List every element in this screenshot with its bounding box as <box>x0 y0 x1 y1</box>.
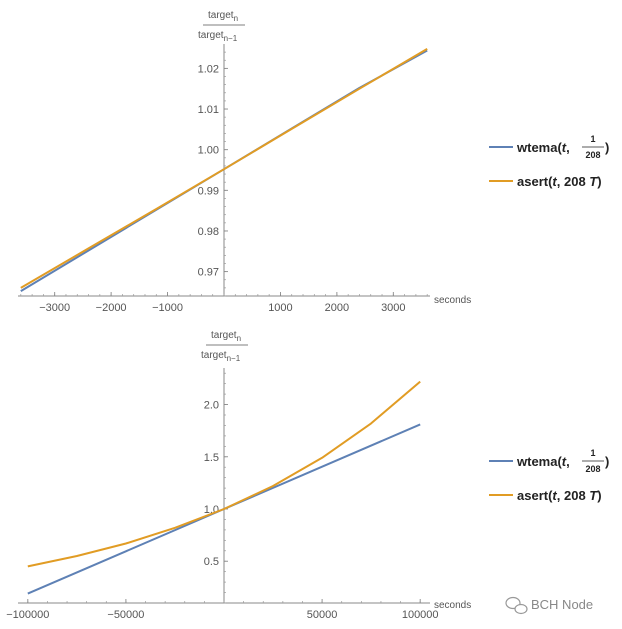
x-tick-label: 1000 <box>268 302 292 314</box>
legend-close-paren: ) <box>605 454 609 469</box>
legend-fraction-num: 1 <box>590 134 595 144</box>
watermark-text: BCH Node <box>531 597 593 612</box>
x-axis-label: seconds <box>434 295 471 306</box>
y-tick-label: 2.0 <box>204 400 219 412</box>
y-label-numerator: targetn <box>211 330 241 343</box>
y-tick-label: 1.00 <box>198 145 219 157</box>
series-line-asert <box>20 48 428 289</box>
series-line-asert <box>27 380 421 568</box>
y-tick-label: 0.98 <box>198 226 219 238</box>
y-axis-label: targetn targetn−1 <box>201 330 248 363</box>
chat-bubbles-icon <box>505 596 528 615</box>
watermark: BCH Node <box>505 596 593 615</box>
y-tick-label: 0.97 <box>198 267 219 279</box>
y-label-denominator: targetn−1 <box>198 30 238 43</box>
legend-close-paren: ) <box>605 140 609 155</box>
legend-label-asert: asert(t, 208 T) <box>517 488 602 503</box>
legend-fraction-den: 208 <box>585 150 600 160</box>
legend-label-asert: asert(t, 208 T) <box>517 174 602 189</box>
x-tick-label: 2000 <box>325 302 349 314</box>
x-tick-label: −3000 <box>39 302 70 314</box>
legend-label-wtema: wtema(t, <box>516 140 570 155</box>
chart-top: targetn targetn−1 −3000 −2000 −1000 1000 200… <box>18 10 471 314</box>
x-tick-label: 50000 <box>307 609 338 621</box>
x-tick-label: −2000 <box>96 302 127 314</box>
legend-fraction-num: 1 <box>590 448 595 458</box>
legend-label-wtema: wtema(t, <box>516 454 570 469</box>
legend-top: wtema(t, 1 208 ) asert(t, 208 T) <box>489 134 609 189</box>
y-tick-label: 1.01 <box>198 104 219 116</box>
x-ticks: −100000 −50000 50000 100000 <box>6 599 439 621</box>
y-label-denominator: targetn−1 <box>201 350 241 363</box>
series-lines <box>27 380 421 595</box>
x-axis-label: seconds <box>434 600 471 611</box>
y-ticks: 0.97 0.98 0.99 1.00 1.01 1.02 <box>198 51 228 297</box>
legend-bottom: wtema(t, 1 208 ) asert(t, 208 T) <box>489 448 609 503</box>
y-tick-label: 0.99 <box>198 185 219 197</box>
y-tick-label: 1.5 <box>204 452 219 464</box>
x-tick-label: 3000 <box>381 302 405 314</box>
y-axis-label: targetn targetn−1 <box>198 10 245 43</box>
x-tick-label: −50000 <box>107 609 144 621</box>
x-tick-label: 100000 <box>402 609 439 621</box>
chart-bottom: targetn targetn−1 −100000 −50000 50000 1000… <box>6 330 471 621</box>
x-tick-label: −1000 <box>152 302 183 314</box>
x-ticks: −3000 −2000 −1000 1000 2000 3000 <box>20 292 428 314</box>
x-tick-label: −100000 <box>6 609 49 621</box>
series-lines <box>20 48 428 292</box>
y-label-numerator: targetn <box>208 10 238 23</box>
y-tick-label: 1.02 <box>198 63 219 75</box>
y-tick-label: 0.5 <box>204 556 219 568</box>
legend-fraction-den: 208 <box>585 464 600 474</box>
